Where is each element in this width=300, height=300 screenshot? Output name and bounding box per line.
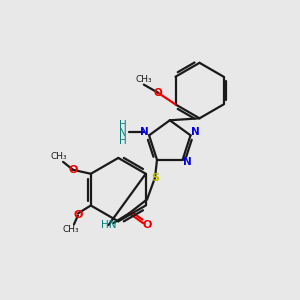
Text: O: O	[153, 88, 162, 98]
Text: O: O	[73, 210, 83, 220]
Text: H: H	[119, 136, 127, 146]
Text: CH₃: CH₃	[63, 225, 79, 234]
Text: N: N	[183, 157, 192, 167]
Text: CH₃: CH₃	[51, 152, 68, 161]
Text: O: O	[142, 220, 152, 230]
Text: N: N	[191, 128, 200, 137]
Text: N: N	[119, 128, 127, 138]
Text: CH₃: CH₃	[136, 75, 152, 84]
Text: H: H	[119, 120, 127, 130]
Text: HN: HN	[101, 220, 116, 230]
Text: S: S	[151, 172, 159, 182]
Text: O: O	[68, 165, 78, 175]
Text: N: N	[140, 128, 148, 137]
